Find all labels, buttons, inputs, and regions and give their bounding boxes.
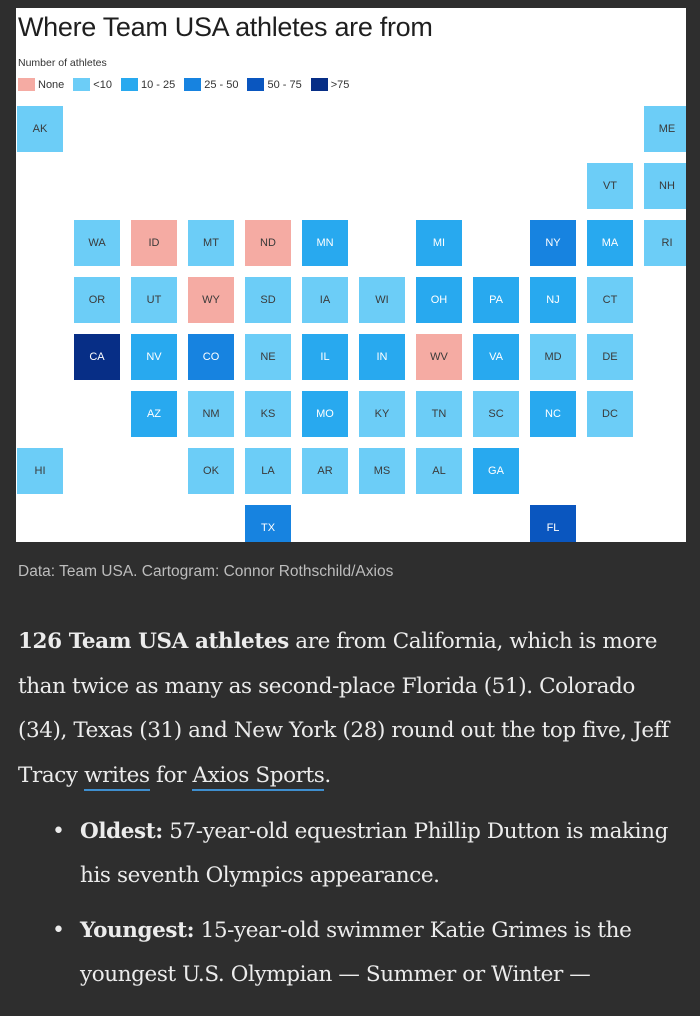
legend-swatch [184,78,202,91]
bullet-label: Oldest: [80,819,163,844]
state-tile-al: AL [416,448,462,494]
state-tile-tx: TX [245,505,291,542]
state-tile-sc: SC [473,391,519,437]
state-tile-ar: AR [302,448,348,494]
bullet-list: • Oldest: 57-year-old equestrian Phillip … [18,810,690,996]
bullet-label: Youngest: [80,918,195,943]
legend-item: None [18,78,64,91]
state-tile-nd: ND [245,220,291,266]
state-tile-ky: KY [359,391,405,437]
state-tile-nj: NJ [530,277,576,323]
bullet-text: 57-year-old equestrian Phillip Dutton is… [80,819,668,888]
bullet-youngest: • Youngest: 15-year-old swimmer Katie Gri… [18,909,690,996]
legend-label: <10 [93,78,112,91]
state-tile-fl: FL [530,505,576,542]
legend-item: 10 - 25 [120,78,176,91]
state-tile-wi: WI [359,277,405,323]
writes-link[interactable]: writes [84,762,150,791]
state-tile-ri: RI [644,220,686,266]
state-tile-va: VA [473,334,519,380]
legend-item: 25 - 50 [184,78,238,91]
state-tile-nv: NV [131,334,177,380]
state-tile-mo: MO [302,391,348,437]
legend-item: 50 - 75 [247,78,302,91]
state-tile-la: LA [245,448,291,494]
state-tile-ca: CA [74,334,120,380]
bullet-oldest: • Oldest: 57-year-old equestrian Phillip … [18,810,690,897]
legend-swatch [247,78,265,91]
state-tile-id: ID [131,220,177,266]
state-tile-ga: GA [473,448,519,494]
legend-item: <10 [73,78,112,91]
state-tile-vt: VT [587,163,633,209]
state-tile-ak: AK [17,106,63,152]
state-tile-map: AK ME VT NH WA ID MT ND MN MI NY MA RI OR UT WY SD IA WI OH… [16,8,686,542]
state-tile-oh: OH [416,277,462,323]
intro-between: for [149,762,193,788]
state-tile-ut: UT [131,277,177,323]
legend: None <10 10 - 25 25 - 50 50 - 75 >75 [18,78,358,91]
state-tile-wv: WV [416,334,462,380]
state-tile-wa: WA [74,220,120,266]
state-tile-ia: IA [302,277,348,323]
state-tile-tn: TN [416,391,462,437]
state-tile-ny: NY [530,220,576,266]
state-tile-nc: NC [530,391,576,437]
state-tile-hi: HI [17,448,63,494]
legend-swatch [73,78,91,91]
state-tile-md: MD [530,334,576,380]
state-tile-ct: CT [587,277,633,323]
intro-end: . [324,762,331,788]
chart-title: Where Team USA athletes are from [18,12,433,42]
state-tile-sd: SD [245,277,291,323]
cartogram-card: Where Team USA athletes are from Number … [16,8,686,542]
bullet-dot-icon: • [52,819,65,844]
bullet-text: 15-year-old swimmer Katie Grimes is the … [80,918,632,987]
legend-label: >75 [330,78,350,91]
state-tile-or: OR [74,277,120,323]
axios-sports-link[interactable]: Axios Sports [192,762,325,791]
state-tile-ks: KS [245,391,291,437]
state-tile-mi: MI [416,220,462,266]
intro-bold: 126 Team USA athletes [18,629,289,654]
state-tile-mt: MT [188,220,234,266]
state-tile-ms: MS [359,448,405,494]
legend-swatch [310,78,328,91]
state-tile-co: CO [188,334,234,380]
intro-text: are from California, which is more than … [18,629,669,788]
state-tile-dc: DC [587,391,633,437]
legend-label: 10 - 25 [140,78,176,91]
state-tile-az: AZ [131,391,177,437]
legend-label: None [38,78,65,91]
state-tile-nh: NH [644,163,686,209]
state-tile-de: DE [587,334,633,380]
state-tile-ma: MA [587,220,633,266]
state-tile-nm: NM [188,391,234,437]
legend-swatch [120,78,138,91]
bullet-dot-icon: • [52,918,65,943]
intro-paragraph: 126 Team USA athletes are from Californi… [18,620,690,798]
state-tile-me: ME [644,106,686,152]
state-tile-ok: OK [188,448,234,494]
legend-item: >75 [310,78,350,91]
state-tile-ne: NE [245,334,291,380]
legend-title: Number of athletes [18,57,107,69]
article-body: 126 Team USA athletes are from Californi… [18,620,690,1008]
state-tile-wy: WY [188,277,234,323]
legend-swatch [18,78,35,91]
state-tile-il: IL [302,334,348,380]
state-tile-in: IN [359,334,405,380]
legend-label: 25 - 50 [204,78,239,91]
legend-label: 50 - 75 [267,78,302,91]
source-note: Data: Team USA. Cartogram: Connor Rothsc… [18,563,394,580]
state-tile-pa: PA [473,277,519,323]
state-tile-mn: MN [302,220,348,266]
